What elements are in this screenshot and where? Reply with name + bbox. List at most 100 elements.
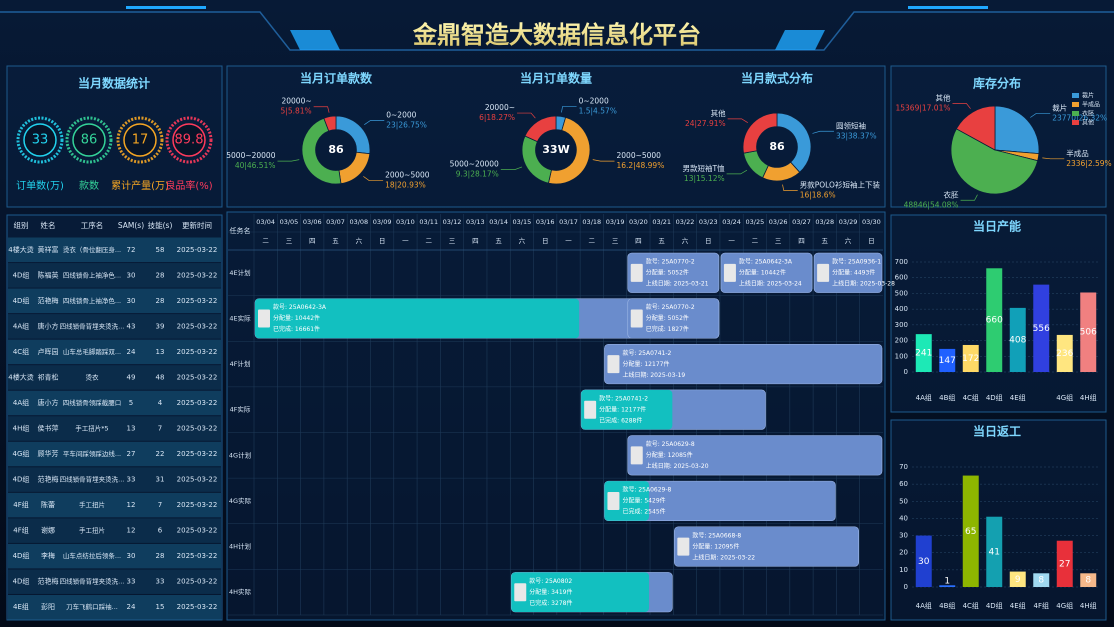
gantt-task-text: 款号: 25A0642-3A: [739, 258, 793, 266]
gantt-weekday: 三: [286, 237, 293, 245]
center-label: 33W: [542, 143, 569, 156]
table-cell: 2025-03-22: [177, 246, 218, 254]
bar-value: 65: [965, 527, 976, 537]
table-cell: 范艳梅: [38, 475, 59, 484]
leader-line: [952, 103, 971, 109]
gantt-task-text: 分配量: 12177件: [622, 360, 669, 368]
gauge-value: 86: [81, 133, 98, 148]
bar-value: 8: [1038, 576, 1044, 586]
legend-label: 半成品: [1082, 101, 1100, 109]
gantt-weekday: 四: [635, 237, 642, 245]
table-row: [8, 518, 221, 543]
pie-slice: [994, 105, 1040, 155]
gantt-date: 03/26: [769, 218, 788, 226]
gantt-task-text: 已完成: 1827件: [646, 325, 689, 333]
slice-label: 0~2000: [579, 96, 609, 105]
slice-label: 0~2000: [386, 111, 416, 120]
table-cell: 2025-03-22: [177, 476, 218, 484]
table-cell: 4C组: [13, 347, 29, 356]
table-row: [8, 237, 221, 263]
table-cell: 谢娜: [41, 526, 55, 535]
bar: [1056, 334, 1073, 372]
gantt-date: 03/12: [443, 218, 462, 226]
table-cell: 39: [156, 322, 165, 330]
gantt-bar: [627, 435, 883, 476]
gantt-date: 03/21: [652, 218, 671, 226]
y-tick-label: 500: [895, 289, 908, 297]
gantt-date: 03/17: [559, 218, 578, 226]
table-cell: 4楼大烫: [8, 372, 33, 381]
leader-line: [1042, 157, 1065, 160]
slice-label: 裁片: [1052, 102, 1067, 112]
leader-line: [782, 184, 798, 191]
table-cell: 四线锁骨背埋夹烫洗...: [60, 321, 125, 330]
table-row: [8, 594, 221, 620]
gauge-label: 款数: [79, 179, 99, 192]
y-tick-label: 700: [895, 258, 908, 266]
table-cell: 烫衣（骨位翻压身...: [63, 245, 121, 254]
table-row: [8, 365, 221, 390]
gantt-date: 03/08: [349, 218, 368, 226]
y-tick-label: 50: [899, 497, 908, 505]
bar: [1080, 292, 1097, 372]
table-cell: 烫衣: [86, 372, 100, 381]
table-cell: 唐小方: [38, 398, 59, 407]
x-tick-label: 4F组: [1034, 601, 1049, 610]
gauge-label: 累计产量(万): [111, 179, 169, 192]
gantt-date: 03/06: [303, 218, 322, 226]
gantt-weekday: 六: [845, 236, 852, 245]
x-tick-label: 4E组: [1010, 601, 1026, 610]
table-cell: 2025-03-22: [177, 578, 218, 586]
gantt-weekday: 四: [309, 237, 316, 245]
table-cell: 2025-03-22: [177, 501, 218, 509]
table-cell: 12: [127, 501, 136, 509]
panel: [226, 65, 886, 208]
slice-label: 20000~: [485, 103, 515, 112]
thumbnail: [607, 491, 620, 510]
x-tick-label: 4D组: [986, 393, 1003, 402]
pie-slice: [323, 115, 337, 132]
gantt-weekday: 三: [449, 237, 456, 245]
gantt-bar: [604, 343, 883, 385]
gantt-weekday: 三: [612, 237, 619, 245]
gantt-date: 03/13: [466, 218, 485, 226]
table-cell: 四线锁骨背埋夹烫洗...: [60, 577, 125, 586]
table-cell: 2025-03-22: [177, 271, 218, 279]
gantt-weekday: 四: [798, 237, 805, 245]
y-tick-label: 100: [895, 352, 908, 360]
gantt-task-text: 分配量: 5429件: [622, 497, 665, 505]
table-cell: 刀车飞鹤口踩袖...: [66, 602, 118, 611]
table-row: [8, 569, 221, 594]
table-cell: 24: [127, 603, 136, 611]
table-cell: 24: [127, 348, 136, 356]
gantt-task-text: 上线日期: 2025-03-20: [646, 462, 709, 470]
bar: [986, 268, 1003, 372]
y-tick-label: 0: [904, 583, 908, 591]
table-cell: 陈福英: [38, 270, 59, 279]
table-cell: 四线锁骨背埋夹烫洗...: [60, 475, 125, 484]
gantt-task-text: 分配量: 4493件: [832, 269, 875, 277]
table-cell: 7: [158, 425, 162, 433]
y-tick-label: 70: [899, 463, 908, 471]
table-cell: 4A组: [13, 398, 29, 407]
table-cell: 4D组: [13, 577, 30, 586]
panel-title: 当月款式分布: [741, 71, 813, 86]
slice-value: 33|38.37%: [836, 131, 877, 140]
center-label: 86: [328, 143, 344, 156]
gantt-weekday: 三: [775, 237, 782, 245]
gantt-date: 03/05: [280, 218, 299, 226]
gantt-weekday: 五: [332, 237, 339, 245]
panel-title: 当日产能: [973, 219, 1021, 234]
gantt-task-text: 已完成: 16661件: [273, 325, 320, 333]
bar: [962, 344, 979, 372]
table-cell: 山车总毛脚踏踩双...: [63, 347, 121, 356]
panel-title: 当月数据统计: [78, 76, 150, 91]
gantt-task-text: 分配量: 5052件: [646, 314, 689, 322]
y-tick-label: 30: [899, 532, 908, 540]
table-cell: 28: [156, 271, 165, 279]
slice-label: 2000~5000: [617, 151, 662, 160]
thumbnail: [630, 263, 643, 282]
gantt-task-text: 分配量: 3419件: [529, 588, 572, 596]
table-cell: 4D组: [13, 270, 30, 279]
